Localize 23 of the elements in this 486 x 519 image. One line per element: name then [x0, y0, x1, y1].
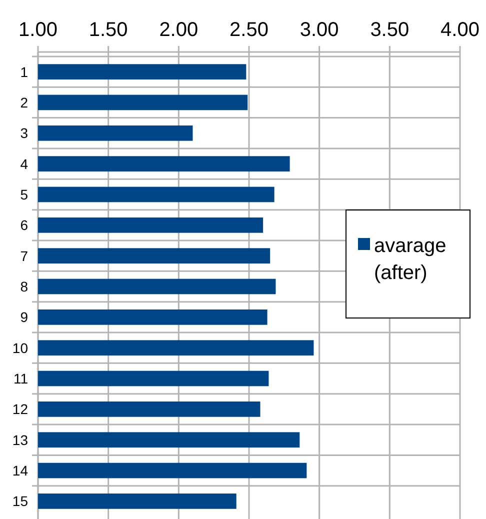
- x-tick-label: 4.00: [440, 19, 480, 41]
- y-tick-label: 11: [13, 370, 28, 387]
- y-tick-label: 3: [20, 125, 28, 142]
- y-tick-label: 12: [12, 401, 28, 418]
- x-tick-label: 2.50: [230, 19, 268, 41]
- y-tick-label: 2: [20, 94, 28, 110]
- y-tick-label: 8: [20, 278, 28, 294]
- y-tick-label: 5: [20, 186, 28, 202]
- x-tick-label: 3.50: [370, 19, 410, 41]
- y-tick-label: 10: [12, 340, 28, 356]
- y-tick-label: 4: [20, 156, 28, 172]
- x-tick-label: 1.50: [88, 19, 128, 41]
- y-tick-label: 1: [20, 64, 28, 80]
- y-tick-label: 13: [12, 432, 28, 448]
- y-tick-label: 9: [20, 309, 28, 326]
- x-tick-label: 1.00: [18, 19, 58, 41]
- x-tick-label: 2.00: [159, 19, 198, 41]
- y-tick-label: 7: [20, 248, 28, 264]
- legend-label: avarage (after): [374, 235, 446, 284]
- y-tick-label: 15: [12, 493, 28, 510]
- y-tick-label: 14: [12, 462, 28, 479]
- y-tick-label: 6: [20, 217, 28, 234]
- x-tick-label: 3.00: [300, 19, 339, 41]
